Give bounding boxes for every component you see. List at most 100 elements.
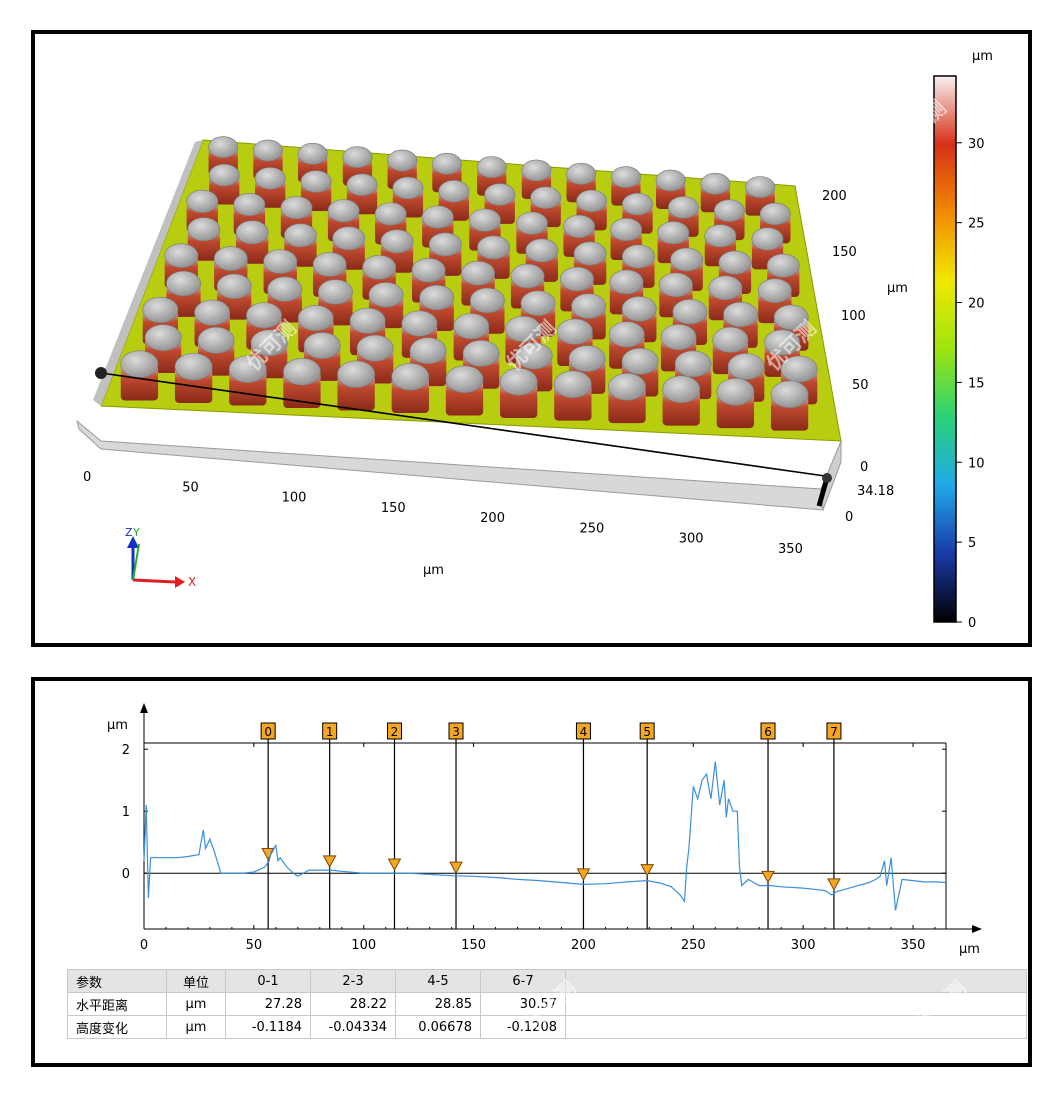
profile-x-unit: µm: [959, 942, 980, 957]
x-tick-label: 250: [579, 521, 604, 536]
profile-x-tick-label: 200: [571, 938, 596, 953]
pillar-array: [120, 136, 818, 431]
cell-value: 30.57: [480, 992, 566, 1016]
profile-marker-5[interactable]: 5: [639, 722, 655, 929]
surface-3d-panel: 0 50 100 150 200 250 300 350 µm 0 50 100 150 200 µm…: [31, 30, 1032, 647]
cell-value: 0.06678: [395, 1015, 481, 1039]
profile-x-tick-label: 0: [140, 938, 148, 953]
pillar: [622, 192, 653, 234]
profile-x-tick-label: 350: [901, 938, 926, 953]
measurement-table: 参数 单位 0-1 2-3 4-5 6-7 水平距离 µm 27.28 28.2…: [67, 969, 1027, 1039]
table-header-row: 参数 单位 0-1 2-3 4-5 6-7: [67, 969, 1027, 993]
x-tick-label: 200: [480, 511, 505, 526]
cell-value: 28.22: [310, 992, 396, 1016]
header-unit: 单位: [166, 969, 226, 993]
header-param: 参数: [67, 969, 167, 993]
pillar: [657, 221, 690, 264]
colorbar-tick-label: 5: [968, 536, 976, 551]
profile-y-tick-label: 1: [122, 805, 130, 820]
profile-y-tick-label: 0: [122, 867, 130, 882]
pillar: [608, 373, 646, 424]
row-label: 水平距离: [67, 992, 167, 1016]
x-tick-label: 350: [778, 542, 803, 557]
profile-end-knob[interactable]: [822, 473, 832, 483]
y-axis-3d: 0 50 100 150 200: [822, 189, 869, 475]
pillar: [282, 357, 321, 408]
row-unit: µm: [166, 1015, 226, 1039]
triad-y-label: Y: [132, 526, 140, 539]
profile-marker-2[interactable]: 2: [386, 722, 402, 929]
profile-marker-7[interactable]: 7: [826, 722, 842, 929]
profile-marker-0[interactable]: 0: [260, 722, 276, 929]
pillar: [553, 370, 592, 421]
x-axis-unit: µm: [423, 563, 444, 578]
profile-marker-3[interactable]: 3: [448, 722, 464, 929]
pillar: [530, 186, 562, 228]
pillar: [391, 362, 430, 414]
profile-markers: 0 1 2 3 4 5 6 7: [260, 722, 842, 929]
cell-value: -0.1208: [480, 1015, 566, 1039]
row-unit: µm: [166, 992, 226, 1016]
profile-y-unit: µm: [107, 718, 128, 733]
x-tick-label: 300: [679, 532, 704, 547]
pillar: [499, 368, 538, 419]
pillar: [174, 352, 213, 403]
cell-value: -0.1184: [225, 1015, 311, 1039]
pillar: [484, 183, 516, 224]
pillar: [120, 350, 159, 401]
triad-z-label: Z: [125, 526, 133, 539]
pillar: [337, 360, 376, 411]
profile-series-line: [143, 761, 947, 911]
colorbar-tick-label: 10: [968, 456, 985, 471]
table-row: 水平距离 µm 27.28 28.22 28.85 30.57: [67, 992, 1027, 1016]
x-tick-label: 150: [381, 501, 406, 516]
surface-back-wall: [93, 140, 203, 406]
pillar: [662, 375, 701, 426]
profile-y-tick-label: 2: [122, 743, 130, 758]
pillar: [428, 232, 462, 276]
triad-x-label: X: [188, 575, 196, 589]
colorbar-tick-label: 30: [968, 137, 985, 152]
profile-x-tick-label: 150: [461, 938, 486, 953]
profile-x-tick-label: 250: [681, 938, 706, 953]
y-tick-label: 0: [860, 460, 868, 475]
pillar: [228, 355, 267, 406]
marker-label: 0: [264, 725, 272, 739]
color-scale-bar: µm 0 5 10 15 20 25 30: [933, 49, 993, 631]
profile-start-handle[interactable]: [95, 367, 107, 379]
marker-label: 4: [580, 725, 588, 739]
profile-x-tick-label: 100: [351, 938, 376, 953]
cell-value: 28.85: [395, 992, 481, 1016]
profile-marker-4[interactable]: 4: [575, 722, 591, 929]
header-6-7: 6-7: [480, 969, 566, 993]
marker-label: 7: [830, 725, 838, 739]
axis-triad: Z Y X: [125, 526, 196, 589]
marker-label: 3: [452, 725, 460, 739]
profile-chart[interactable]: 0 50 100 150 200 250 300 350 2 1 0 0 1 2 3 4 5 6 7 µm µm: [35, 681, 1028, 971]
colorbar-tick-label: 25: [968, 217, 985, 232]
marker-label: 5: [643, 725, 651, 739]
profile-marker-6[interactable]: 6: [760, 722, 776, 929]
y-tick-label: 50: [852, 378, 869, 393]
marker-label: 6: [764, 725, 772, 739]
y-tick-label: 100: [841, 309, 866, 324]
y-tick-label: 150: [832, 245, 857, 260]
z-height-readout: 34.18: [857, 484, 894, 499]
pillar: [445, 365, 484, 416]
profile-line[interactable]: [100, 372, 826, 477]
pillar: [438, 180, 470, 221]
profile-marker-1[interactable]: 1: [322, 722, 338, 929]
x-axis-3d: 0 50 100 150 200 250 300 350: [83, 470, 803, 557]
y-tick-label: 200: [822, 189, 847, 204]
x-tick-label: 100: [282, 491, 307, 506]
colorbar-tick-label: 0: [968, 616, 976, 631]
header-4-5: 4-5: [395, 969, 481, 993]
marker-label: 1: [326, 725, 334, 739]
profile-x-tick-label: 300: [791, 938, 816, 953]
header-2-3: 2-3: [310, 969, 396, 993]
pillar: [716, 378, 755, 429]
pillar: [708, 275, 743, 321]
